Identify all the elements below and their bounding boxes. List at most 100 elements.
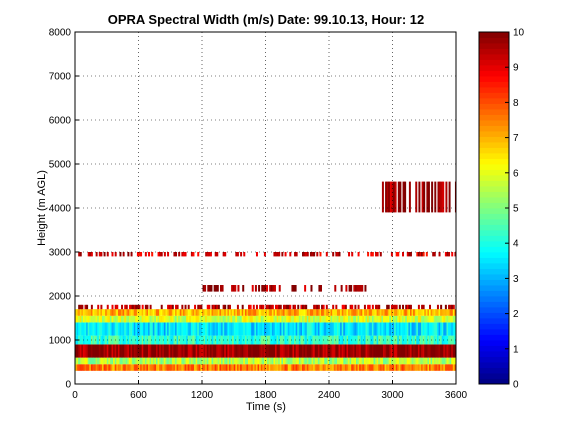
heatmap-cell-1 [101,357,104,365]
heatmap-cell-4 [346,322,349,336]
heatmap-cell-3 [309,335,312,345]
colorbar-swatch [479,323,509,330]
heatmap-cell-0 [251,364,254,371]
heatmap-cell-5 [127,315,130,323]
heatmap-cell-5 [205,315,208,323]
heatmap-cell-2 [176,344,179,358]
heatmap-cell-6 [241,309,244,316]
heatmap-cell-4 [140,322,143,336]
colorbar-swatch [479,48,509,55]
heatmap-cell-4 [194,322,197,336]
heatmap-cell-0 [352,364,355,371]
heatmap-cell-5 [365,315,368,323]
heatmap-cell-3 [417,335,420,345]
heatmap-cell-5 [105,315,108,323]
heatmap-cell-9 [395,252,398,257]
heatmap-cell-5 [325,315,328,323]
heatmap-cell-7 [114,304,117,310]
heatmap-cell-4 [422,322,425,336]
heatmap-cell-6 [271,309,274,316]
heatmap-cell-0 [95,364,98,371]
heatmap-cell-10 [408,181,411,213]
heatmap-cell-5 [167,315,170,323]
heatmap-cell-6 [302,309,304,316]
heatmap-cell-1 [200,357,203,365]
heatmap-cell-9 [181,252,184,257]
heatmap-cell-2 [275,344,278,358]
heatmap-cell-5 [87,315,90,323]
colorbar-swatch [479,65,509,71]
heatmap-cell-0 [135,364,138,371]
heatmap-cell-9 [451,252,454,257]
heatmap-cell-9 [111,252,114,257]
heatmap-cell-2 [122,344,125,358]
heatmap-cell-1 [406,357,409,365]
heatmap-cell-3 [327,335,330,345]
heatmap-cell-1 [313,357,316,365]
heatmap-cell-1 [267,357,270,365]
heatmap-cell-7 [124,304,127,310]
heatmap-cell-0 [149,364,152,371]
heatmap-cell-0 [349,364,352,371]
heatmap-cell-4 [357,322,360,336]
heatmap-cell-0 [103,364,106,371]
heatmap-cell-7 [248,304,251,310]
heatmap-cell-4 [214,322,217,336]
heatmap-cell-7 [452,304,455,310]
heatmap-cell-7 [313,304,316,310]
heatmap-cell-4 [75,322,77,336]
heatmap-cell-6 [332,309,335,316]
heatmap-cell-3 [371,335,374,345]
heatmap-cell-4 [448,322,451,336]
heatmap-cell-0 [309,364,312,371]
heatmap-cell-3 [433,335,436,345]
heatmap-cell-10 [381,181,384,213]
heatmap-cell-6 [124,309,127,316]
heatmap-cell-9 [224,252,227,257]
heatmap-cell-1 [454,357,456,365]
heatmap-cell-0 [151,364,154,371]
heatmap-cell-2 [281,344,284,358]
heatmap-cell-2 [403,344,406,358]
heatmap-cell-9 [222,252,225,257]
heatmap-cell-4 [395,322,398,336]
heatmap-cell-3 [427,335,430,345]
heatmap-cell-3 [203,335,206,345]
heatmap-cell-6 [171,309,174,316]
heatmap-cell-4 [136,322,139,336]
heatmap-cell-2 [184,344,187,358]
heatmap-cell-4 [144,322,147,336]
heatmap-cell-7 [387,304,390,310]
heatmap-cell-2 [416,344,419,358]
heatmap-cell-6 [148,309,151,316]
heatmap-cell-6 [352,309,355,316]
heatmap-cell-0 [233,364,236,371]
heatmap-cell-10 [393,181,396,213]
heatmap-cell-3 [273,335,276,345]
heatmap-cell-0 [198,364,201,371]
heatmap-cell-1 [382,357,385,365]
heatmap-cell-3 [101,335,104,345]
heatmap-cell-1 [148,357,151,365]
colorbar-tick-label: 4 [513,239,519,250]
heatmap-cell-5 [175,315,177,323]
colorbar-swatch [479,175,509,181]
heatmap-cell-1 [295,357,298,365]
heatmap-cell-0 [238,364,241,371]
heatmap-cell-0 [227,364,230,371]
heatmap-cell-6 [111,309,114,316]
heatmap-cell-4 [135,322,138,336]
heatmap-cell-4 [257,322,260,336]
heatmap-cell-3 [333,335,336,345]
heatmap-cell-9 [432,252,435,257]
heatmap-cell-4 [90,322,93,336]
heatmap-cell-1 [219,357,222,365]
heatmap-cell-2 [108,344,111,358]
heatmap-cell-5 [305,315,308,323]
heatmap-cell-5 [170,315,173,323]
heatmap-cell-9 [281,252,284,257]
heatmap-cell-2 [125,344,128,358]
heatmap-cell-4 [209,322,212,336]
heatmap-cell-7 [144,304,147,310]
heatmap-cell-7 [349,304,352,310]
